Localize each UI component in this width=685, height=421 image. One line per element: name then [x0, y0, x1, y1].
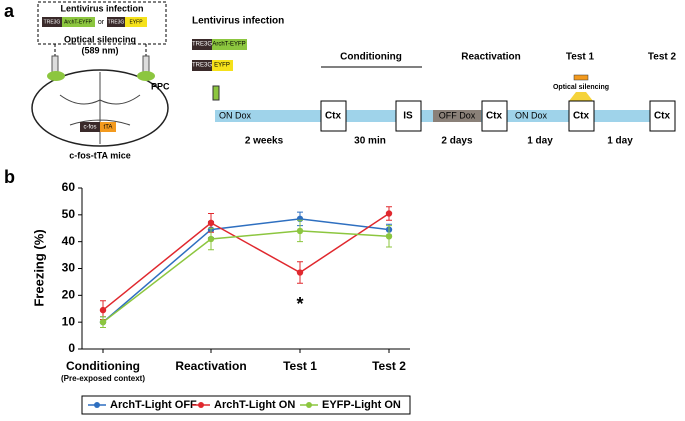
point	[207, 219, 215, 227]
duration: 1 day	[607, 136, 633, 147]
point	[207, 235, 215, 243]
box-label: Ctx	[654, 111, 671, 122]
y-axis-title: Freezing (%)	[31, 229, 46, 306]
label: TRE3G	[192, 42, 212, 48]
light-beam	[569, 92, 593, 101]
y-tick-label: 60	[62, 180, 76, 194]
label: Lentivirus infection	[60, 3, 143, 13]
phase: Reactivation	[461, 52, 520, 63]
duration: 2 days	[441, 136, 473, 147]
promoter	[192, 60, 212, 71]
series-line	[102, 212, 390, 311]
gene	[212, 39, 247, 50]
syringe	[212, 85, 220, 101]
label: ArchT-EYFP	[64, 19, 92, 25]
label: PPC	[151, 81, 170, 91]
box	[649, 100, 676, 132]
fiber	[51, 55, 59, 73]
label: Lentivirus infection	[192, 16, 284, 27]
legend	[81, 395, 411, 415]
series-line	[102, 218, 390, 323]
point	[99, 318, 107, 326]
label: TRE3G	[44, 19, 61, 25]
annotation: *	[296, 294, 303, 314]
x-tick-label: Reactivation	[175, 359, 246, 373]
legend-label: ArchT-Light ON	[214, 399, 295, 411]
x-tick-label: Test 2	[372, 359, 406, 373]
injection	[137, 71, 155, 81]
point	[296, 227, 304, 235]
legend-swatch	[198, 402, 204, 408]
label: or	[98, 19, 105, 26]
gene	[100, 122, 116, 132]
category-note: (Pre-exposed context)	[61, 374, 145, 383]
box	[320, 100, 347, 132]
x-tick-label: Test 1	[283, 359, 317, 373]
legend-label: EYFP-Light ON	[322, 399, 401, 411]
promoter	[192, 39, 212, 50]
label: tTA	[104, 125, 113, 131]
point	[99, 306, 107, 314]
lamp	[573, 74, 589, 81]
promoter	[107, 17, 125, 27]
y-tick-label: 20	[62, 288, 76, 302]
phase: Test 1	[566, 52, 595, 63]
y-tick-label: 50	[62, 207, 76, 221]
gene	[62, 17, 95, 27]
box	[481, 100, 508, 132]
y-tick-label: 10	[62, 314, 76, 328]
box-label: IS	[403, 111, 413, 122]
label: EYFP	[214, 63, 230, 69]
label: ON Dox	[515, 110, 548, 120]
legend-label: ArchT-Light OFF	[110, 399, 197, 411]
x-tick-label: Conditioning	[66, 359, 140, 373]
label: EYFP	[129, 19, 143, 25]
box-label: Ctx	[325, 111, 342, 122]
box	[395, 100, 422, 132]
panel-label: b	[4, 167, 15, 187]
point	[385, 210, 393, 217]
phase: Conditioning	[340, 52, 402, 63]
gene	[212, 60, 233, 71]
y-tick-label: 40	[62, 234, 76, 248]
off-dox	[433, 110, 481, 122]
box	[568, 100, 595, 132]
fiber	[142, 55, 150, 73]
phase: Test 2	[648, 52, 677, 63]
label: (589 nm)	[81, 45, 118, 55]
gene	[125, 17, 147, 27]
duration: 30 min	[354, 136, 386, 147]
box-label: Ctx	[573, 111, 590, 122]
y-tick-label: 30	[62, 261, 76, 275]
label: OFF Dox	[439, 110, 476, 120]
point	[385, 233, 393, 240]
y-tick-label: 0	[68, 341, 75, 355]
promoter	[80, 122, 100, 132]
injection	[47, 71, 65, 81]
point	[296, 269, 304, 276]
series-line	[102, 230, 390, 323]
legend-swatch	[306, 402, 312, 408]
box-label: Ctx	[486, 111, 503, 122]
panel-label: a	[4, 1, 15, 21]
promoter	[42, 17, 62, 27]
label: c-fos-tTA mice	[69, 150, 131, 160]
label: Optical silencing	[553, 84, 609, 91]
legend-swatch	[94, 402, 100, 408]
label: ON Dox	[219, 110, 252, 120]
label: TRE3G	[192, 63, 212, 69]
label: c-fos	[83, 125, 96, 131]
label: TRE3G	[108, 19, 125, 25]
label: ArchT-EYFP	[212, 42, 245, 48]
duration: 2 weeks	[245, 136, 284, 147]
label: Optical silencing	[64, 34, 136, 44]
duration: 1 day	[527, 136, 553, 147]
